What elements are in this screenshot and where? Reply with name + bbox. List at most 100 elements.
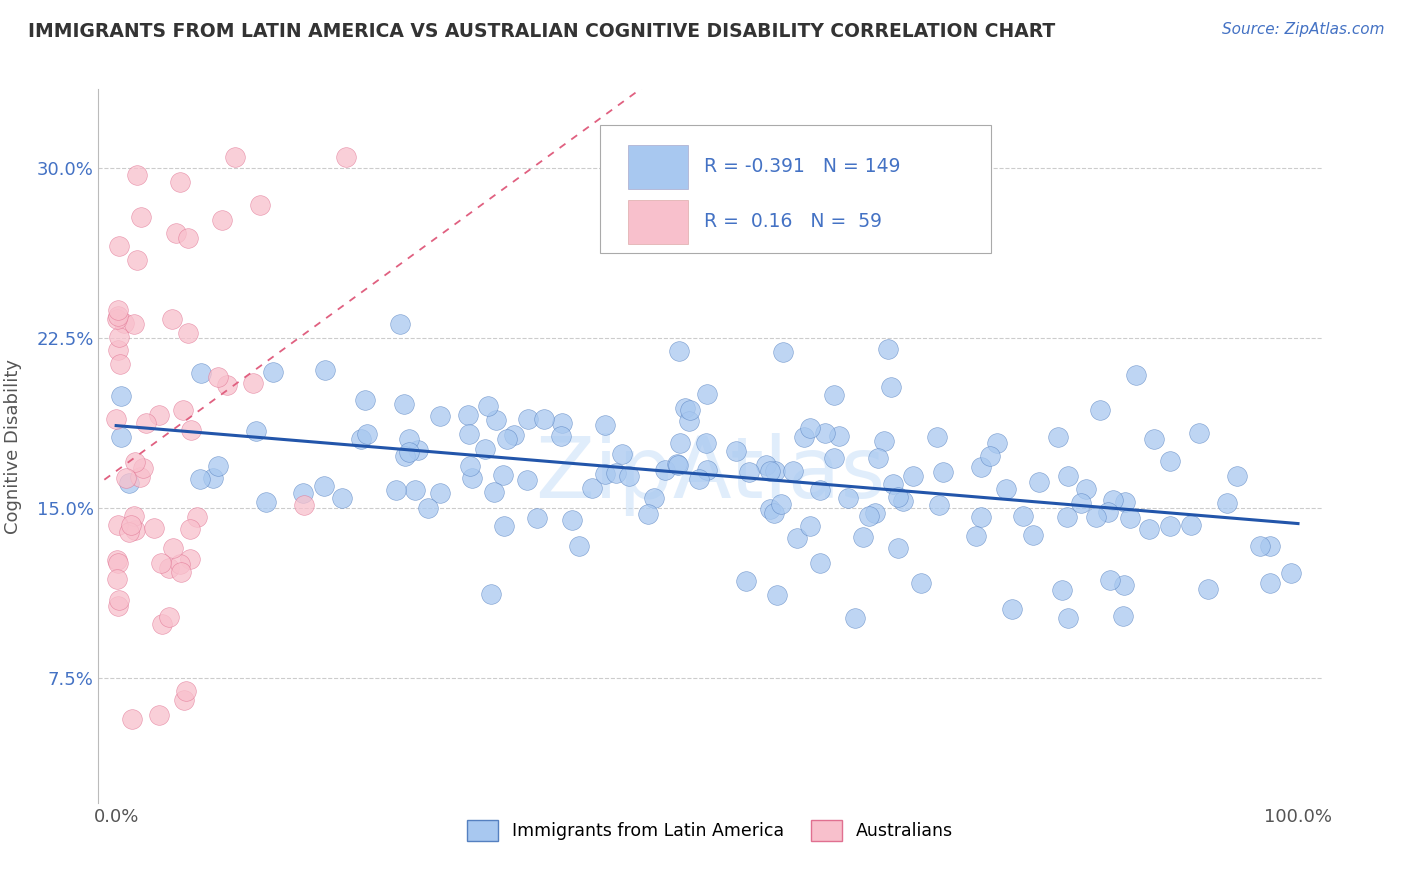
Point bbox=[107, 599, 129, 614]
Point bbox=[793, 430, 815, 444]
Point bbox=[135, 416, 157, 430]
Point bbox=[1249, 539, 1271, 553]
Point bbox=[823, 388, 845, 402]
Point bbox=[148, 707, 170, 722]
Point bbox=[179, 522, 201, 536]
Point bbox=[1097, 505, 1119, 519]
Point bbox=[668, 436, 690, 450]
Point bbox=[179, 552, 201, 566]
Point bbox=[927, 430, 949, 444]
Point bbox=[186, 509, 208, 524]
Point bbox=[605, 467, 627, 481]
Point bbox=[910, 575, 932, 590]
Point bbox=[429, 409, 451, 423]
Point bbox=[224, 150, 246, 164]
Point bbox=[122, 508, 145, 523]
Point bbox=[1197, 582, 1219, 596]
Point bbox=[1258, 539, 1281, 553]
Point bbox=[666, 458, 689, 472]
Point bbox=[1216, 496, 1239, 510]
Point bbox=[172, 403, 194, 417]
Point bbox=[118, 524, 141, 539]
Point bbox=[479, 587, 502, 601]
Point bbox=[610, 447, 633, 461]
Point bbox=[292, 498, 315, 512]
Point bbox=[249, 198, 271, 212]
Point bbox=[207, 369, 229, 384]
Point bbox=[994, 483, 1017, 497]
Point bbox=[1098, 573, 1121, 587]
Point bbox=[617, 468, 640, 483]
Point bbox=[863, 506, 886, 520]
Point bbox=[1101, 493, 1123, 508]
Point bbox=[157, 610, 180, 624]
Point bbox=[1114, 578, 1136, 592]
Point bbox=[211, 213, 233, 227]
Point bbox=[688, 473, 710, 487]
Point bbox=[1056, 510, 1078, 524]
Point bbox=[516, 474, 538, 488]
Point bbox=[131, 211, 153, 225]
Point bbox=[107, 330, 129, 344]
Point bbox=[127, 252, 149, 267]
Point bbox=[517, 412, 540, 426]
Point bbox=[526, 511, 548, 525]
Point bbox=[891, 494, 914, 508]
Point bbox=[173, 693, 195, 707]
Point bbox=[654, 463, 676, 477]
Point bbox=[754, 458, 776, 473]
Point bbox=[124, 524, 146, 538]
Point bbox=[474, 442, 496, 456]
Point bbox=[429, 485, 451, 500]
Point bbox=[254, 495, 277, 509]
Point bbox=[169, 558, 191, 572]
Point bbox=[678, 413, 700, 427]
Point bbox=[866, 450, 889, 465]
Point bbox=[314, 363, 336, 377]
Point bbox=[1050, 582, 1073, 597]
Point bbox=[1125, 368, 1147, 383]
Point bbox=[1279, 566, 1302, 581]
Point bbox=[695, 436, 717, 450]
Point bbox=[969, 510, 991, 524]
Text: Source: ZipAtlas.com: Source: ZipAtlas.com bbox=[1222, 22, 1385, 37]
Point bbox=[965, 529, 987, 543]
Point bbox=[1085, 510, 1108, 524]
Point bbox=[110, 389, 132, 403]
Text: ZipAtlas: ZipAtlas bbox=[534, 433, 886, 516]
Point bbox=[174, 684, 197, 698]
Point bbox=[763, 464, 786, 478]
Point bbox=[903, 468, 925, 483]
Point bbox=[782, 464, 804, 478]
Point bbox=[356, 426, 378, 441]
Point bbox=[201, 471, 224, 485]
Point bbox=[110, 357, 132, 371]
Point bbox=[758, 502, 780, 516]
Point bbox=[162, 541, 184, 556]
Text: IMMIGRANTS FROM LATIN AMERICA VS AUSTRALIAN COGNITIVE DISABILITY CORRELATION CHA: IMMIGRANTS FROM LATIN AMERICA VS AUSTRAL… bbox=[28, 22, 1056, 41]
Point bbox=[1188, 426, 1211, 441]
Point bbox=[1119, 511, 1142, 525]
Point bbox=[595, 417, 617, 432]
Point bbox=[117, 475, 139, 490]
Point bbox=[122, 317, 145, 331]
Point bbox=[696, 386, 718, 401]
Point bbox=[105, 412, 128, 426]
Point bbox=[125, 168, 148, 182]
Point bbox=[457, 408, 479, 422]
Point bbox=[581, 481, 603, 495]
Point bbox=[762, 506, 785, 520]
Point bbox=[176, 231, 198, 245]
Point bbox=[107, 343, 129, 358]
Point bbox=[108, 593, 131, 607]
Point bbox=[149, 556, 172, 570]
Point bbox=[120, 517, 142, 532]
Point bbox=[132, 461, 155, 475]
Point bbox=[245, 424, 267, 438]
Point bbox=[550, 429, 572, 443]
Point bbox=[872, 434, 894, 449]
Text: R = -0.391   N = 149: R = -0.391 N = 149 bbox=[704, 157, 900, 176]
Point bbox=[388, 317, 411, 331]
Point bbox=[457, 427, 479, 442]
Point bbox=[1057, 611, 1080, 625]
